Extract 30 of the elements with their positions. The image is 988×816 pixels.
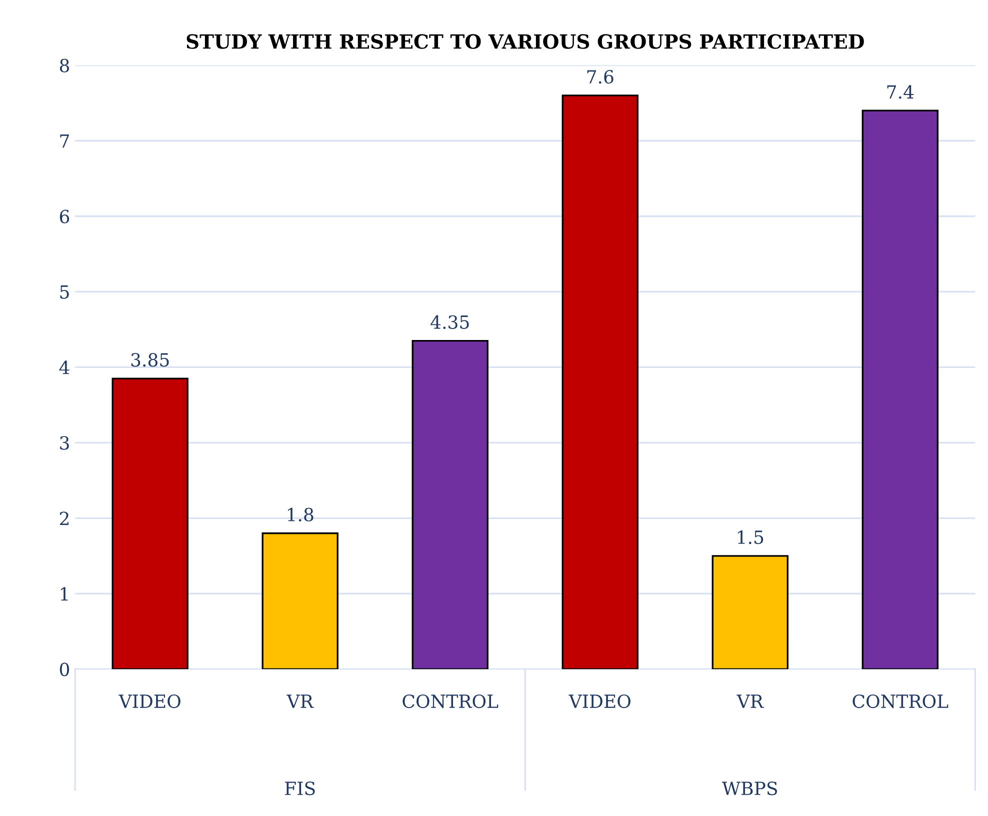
data-label: 7.4 — [887, 85, 914, 99]
y-tick-label: 7 — [60, 134, 69, 148]
y-tick-label: 5 — [60, 285, 69, 299]
text: WBPS — [722, 782, 777, 796]
x-tick-label: VIDEO — [118, 694, 180, 708]
y-tick-label: 8 — [60, 58, 70, 72]
x-tick-label: VR — [736, 694, 764, 708]
bar — [712, 555, 788, 670]
bar — [262, 532, 338, 670]
data-label: 1.8 — [288, 508, 314, 522]
bar — [562, 94, 638, 670]
bar — [412, 340, 488, 670]
data-label: 1.5 — [738, 530, 764, 544]
y-tick-label: 3 — [60, 436, 69, 450]
x-tick-label: VR — [286, 694, 314, 708]
data-label: 7.6 — [587, 70, 614, 84]
y-tick-label: 6 — [60, 210, 70, 224]
chart-title: STUDY WITH RESPECT TO VARIOUS GROUPS PARTICIPATED — [186, 34, 864, 49]
x-tick-label: CONTROL — [852, 694, 948, 708]
y-tick-label: 0 — [60, 662, 70, 676]
x-tick-label: VIDEO — [568, 694, 630, 708]
bar — [112, 378, 188, 670]
y-tick-label: 1 — [60, 587, 68, 600]
x-tick-label: CONTROL — [402, 694, 498, 708]
text: FIS — [285, 782, 315, 796]
y-tick-label: 4 — [59, 360, 70, 374]
data-label: 3.85 — [131, 353, 169, 367]
y-tick-label: 2 — [60, 512, 68, 526]
bar — [862, 110, 938, 670]
data-label: 4.35 — [430, 315, 469, 329]
